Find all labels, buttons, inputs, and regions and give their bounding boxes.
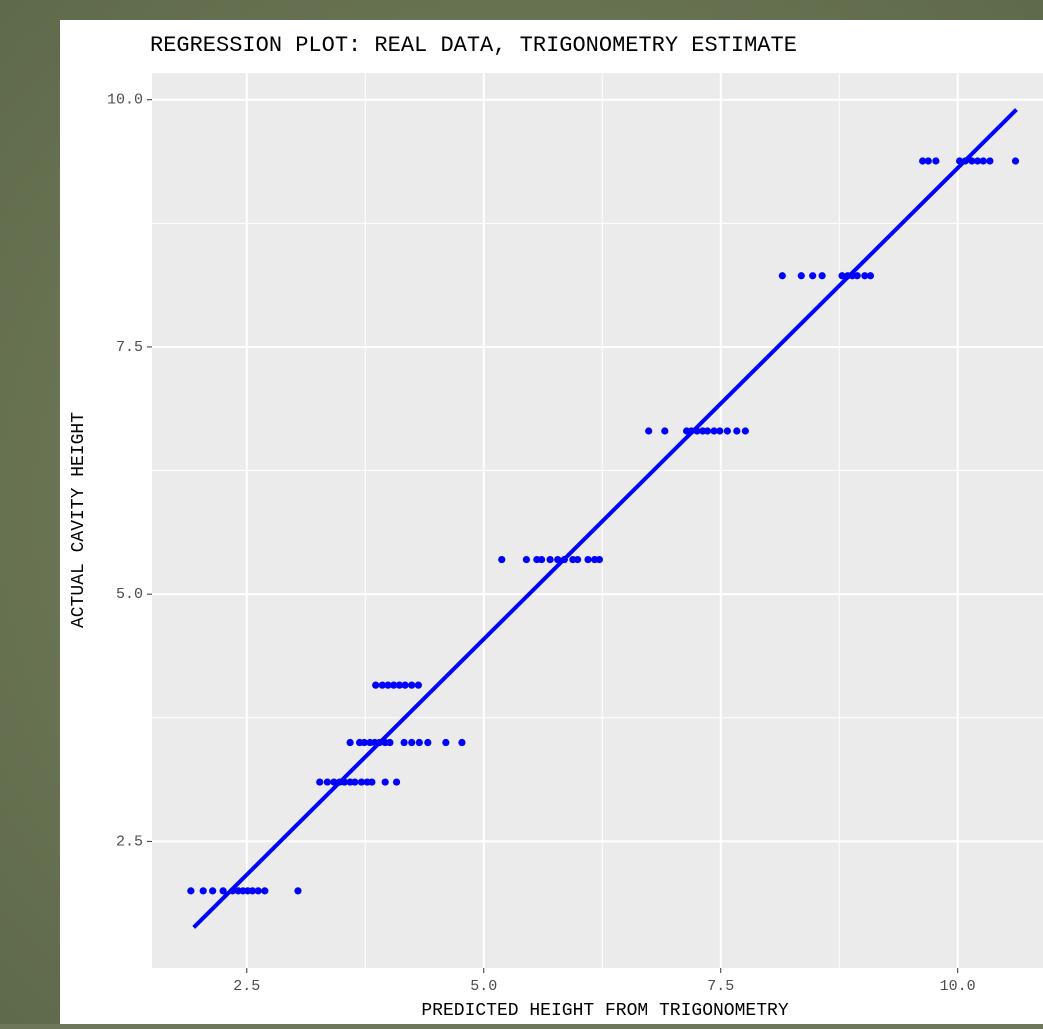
- data-point: [372, 682, 379, 689]
- data-point: [779, 272, 786, 279]
- x-tick-label: 2.5: [233, 978, 260, 995]
- data-point: [574, 556, 581, 563]
- data-point: [798, 272, 805, 279]
- data-point: [393, 778, 400, 785]
- y-axis-label: ACTUAL CAVITY HEIGHT: [69, 412, 89, 628]
- data-point: [209, 887, 216, 894]
- data-point: [261, 887, 268, 894]
- data-point: [819, 272, 826, 279]
- data-point: [316, 778, 323, 785]
- y-tick-label: 7.5: [116, 339, 143, 356]
- data-point: [200, 887, 207, 894]
- data-point: [386, 739, 393, 746]
- chart-title: REGRESSION PLOT: REAL DATA, TRIGONOMETRY…: [150, 33, 797, 58]
- data-point: [716, 427, 723, 434]
- data-point: [584, 556, 591, 563]
- data-point: [401, 682, 408, 689]
- data-point: [347, 739, 354, 746]
- data-point: [255, 887, 262, 894]
- data-point: [724, 427, 731, 434]
- x-tick-label: 7.5: [707, 978, 734, 995]
- data-point: [596, 556, 603, 563]
- y-tick-label: 2.5: [116, 833, 143, 850]
- data-point: [408, 739, 415, 746]
- data-point: [538, 556, 545, 563]
- data-point: [415, 682, 422, 689]
- data-point: [324, 778, 331, 785]
- data-point: [809, 272, 816, 279]
- data-point: [1012, 157, 1019, 164]
- data-point: [442, 739, 449, 746]
- data-point: [498, 556, 505, 563]
- data-point: [661, 427, 668, 434]
- data-point: [925, 157, 932, 164]
- x-tick-label: 10.0: [940, 978, 976, 995]
- y-tick-label: 5.0: [116, 586, 143, 603]
- data-point: [742, 427, 749, 434]
- data-point: [416, 739, 423, 746]
- data-point: [351, 778, 358, 785]
- data-point: [932, 157, 939, 164]
- chart: REGRESSION PLOT: REAL DATA, TRIGONOMETRY…: [0, 0, 1043, 1024]
- data-point: [187, 887, 194, 894]
- x-axis-label: PREDICTED HEIGHT FROM TRIGONOMETRY: [421, 1001, 788, 1021]
- data-point: [382, 778, 389, 785]
- data-point: [854, 272, 861, 279]
- data-point: [547, 556, 554, 563]
- data-point: [424, 739, 431, 746]
- data-point: [368, 778, 375, 785]
- data-point: [867, 272, 874, 279]
- data-point: [294, 887, 301, 894]
- data-point: [523, 556, 530, 563]
- data-point: [986, 157, 993, 164]
- data-point: [401, 739, 408, 746]
- data-point: [645, 427, 652, 434]
- y-tick-label: 10.0: [107, 92, 143, 109]
- x-tick-label: 5.0: [470, 978, 497, 995]
- data-point: [980, 157, 987, 164]
- data-point: [458, 739, 465, 746]
- data-point: [408, 682, 415, 689]
- data-point: [704, 427, 711, 434]
- data-point: [733, 427, 740, 434]
